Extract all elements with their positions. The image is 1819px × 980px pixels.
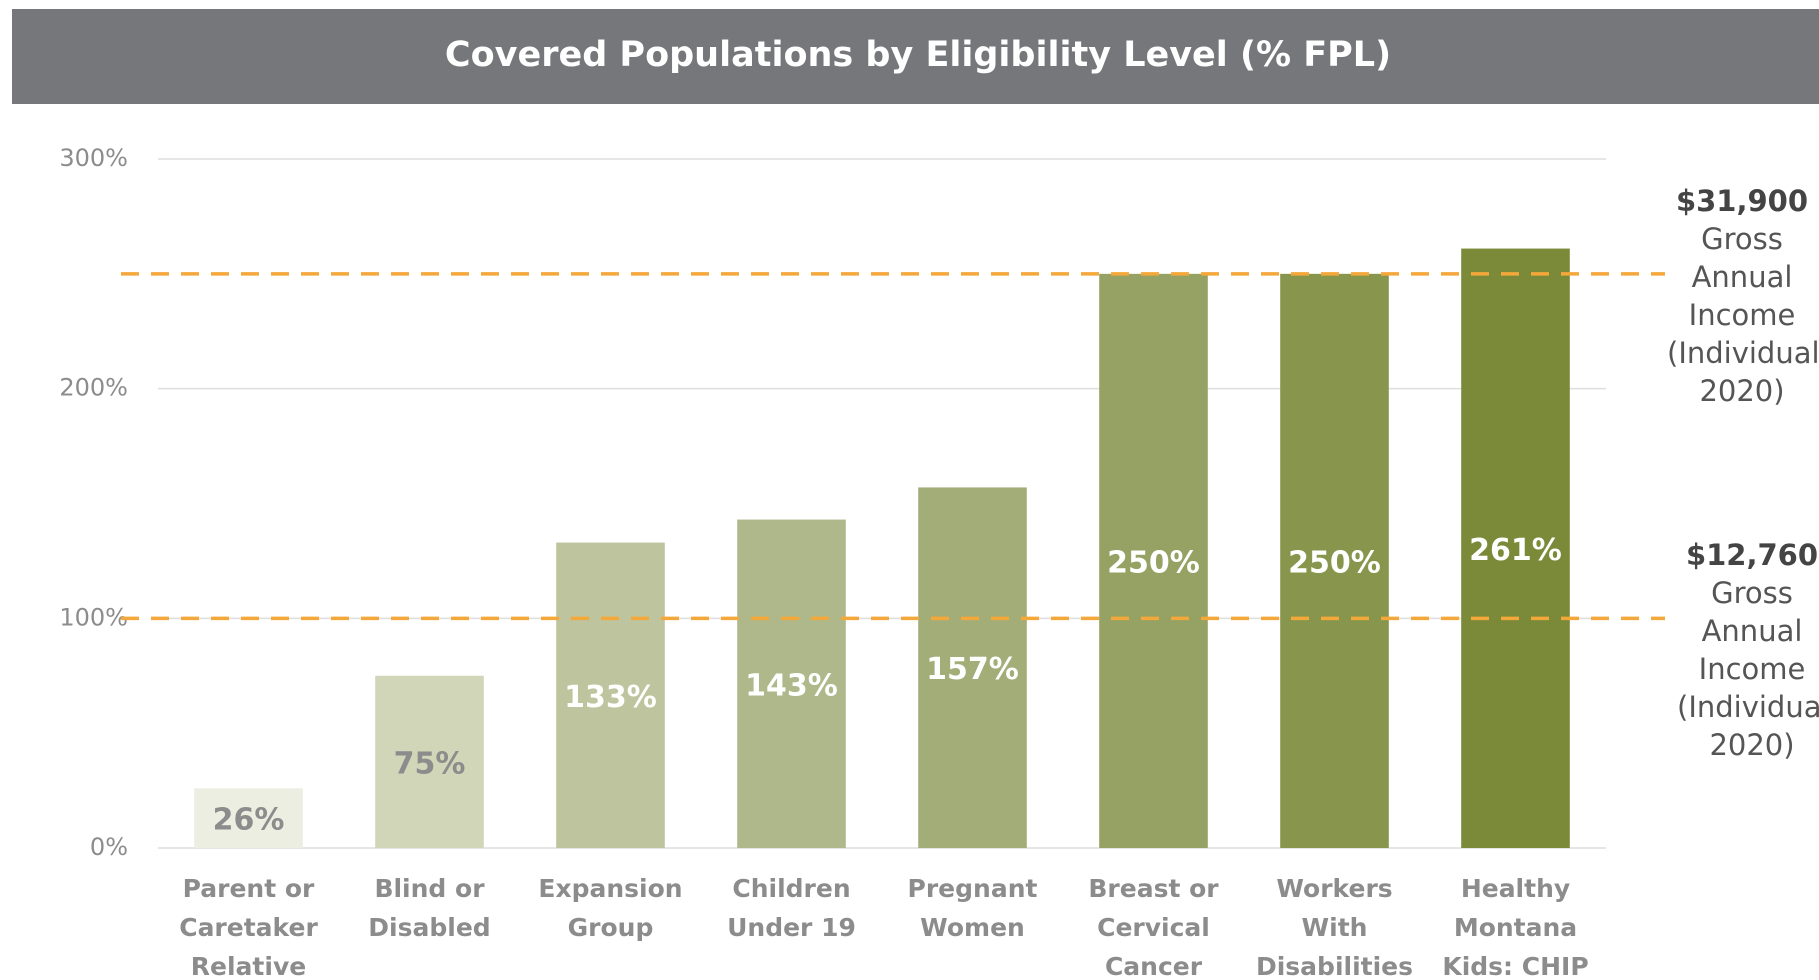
annotation-amount: $31,900: [1675, 183, 1809, 218]
x-tick-label: Children Under 19: [727, 874, 856, 942]
value-label: 75%: [394, 746, 466, 781]
annotation: $12,760 Gross Annual Income (Individual 2…: [1677, 536, 1819, 764]
bar: [737, 519, 846, 848]
x-tick-label: Pregnant Women: [907, 874, 1038, 942]
annotation-text: Gross Annual Income (Individual 2020): [1667, 221, 1819, 408]
value-label: 261%: [1469, 533, 1562, 568]
value-label: 250%: [1288, 545, 1381, 580]
y-tick-label: 0%: [90, 833, 128, 861]
value-label: 133%: [564, 680, 657, 715]
bar: [1280, 273, 1389, 848]
x-tick-label: Breast or Cervical Cancer: [1088, 874, 1219, 980]
y-tick-label: 300%: [59, 144, 128, 172]
annotation-text: Gross Annual Income (Individual 2020): [1677, 576, 1819, 763]
annotation-amount: $12,760: [1685, 538, 1819, 573]
bar: [194, 788, 303, 848]
chart-title: Covered Populations by Eligibility Level…: [445, 35, 1391, 75]
bar: [1099, 273, 1208, 848]
x-tick-label: Blind or Disabled: [368, 874, 491, 942]
x-tick-label: Workers With Disabilities: [1255, 874, 1414, 980]
value-label: 250%: [1107, 545, 1200, 580]
bar: [1461, 248, 1570, 848]
annotation: $31,900 Gross Annual Income (Individual 2…: [1667, 182, 1819, 410]
bar: [918, 487, 1027, 848]
bar: [556, 542, 665, 848]
y-tick-label: 100%: [59, 603, 128, 631]
x-tick-label: Healthy Montana Kids: CHIP: [1442, 874, 1589, 980]
x-tick-label: Expansion Group: [538, 874, 683, 942]
value-label: 157%: [926, 652, 1019, 687]
title-bar: [12, 9, 1819, 104]
value-label: 143%: [745, 668, 838, 703]
y-tick-label: 200%: [59, 374, 128, 402]
x-tick-label: Parent or Caretaker Relative: [179, 874, 318, 980]
value-label: 26%: [213, 803, 285, 838]
bar: [375, 675, 484, 848]
